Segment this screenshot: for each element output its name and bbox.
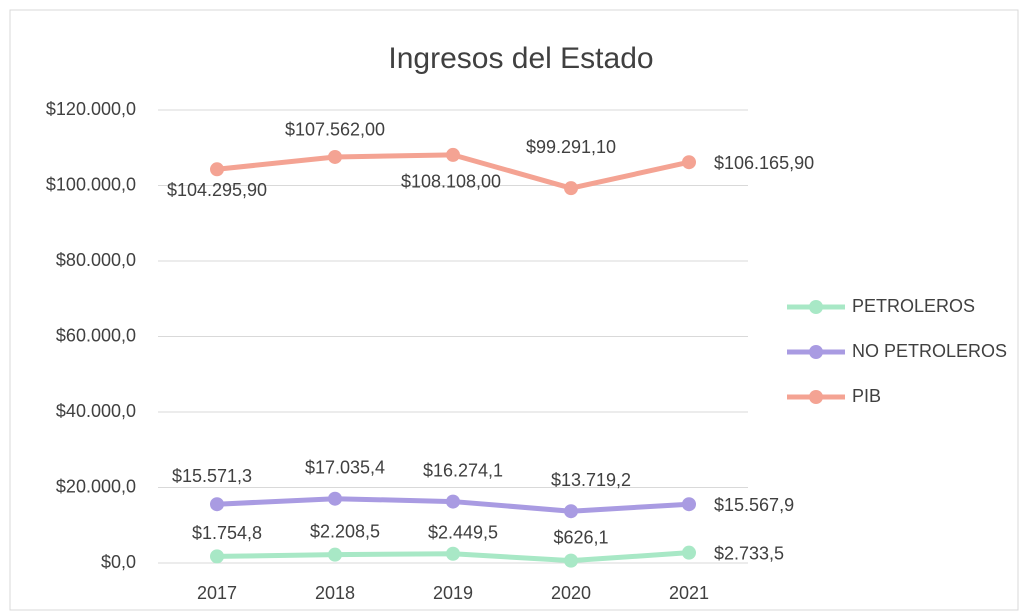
legend-label: PETROLEROS	[852, 296, 975, 316]
y-tick-label: $40.000,0	[56, 401, 136, 421]
x-tick-label: 2017	[197, 583, 237, 603]
data-label: $13.719,2	[551, 470, 631, 490]
data-label: $2.208,5	[310, 521, 380, 541]
data-label: $2.733,5	[714, 543, 784, 563]
data-point	[210, 162, 224, 177]
data-label: $16.274,1	[423, 460, 503, 480]
data-point	[682, 545, 696, 560]
data-label: $108.108,00	[401, 172, 501, 192]
y-tick-label: $120.000,0	[46, 99, 136, 119]
legend-label: PIB	[852, 386, 881, 406]
data-label: $2.449,5	[428, 523, 498, 543]
x-tick-label: 2018	[315, 583, 355, 603]
y-tick-label: $60.000,0	[56, 325, 136, 345]
data-label: $104.295,90	[167, 180, 267, 200]
data-label: $107.562,00	[285, 120, 385, 140]
y-tick-label: $20.000,0	[56, 476, 136, 496]
data-point	[328, 491, 342, 506]
x-tick-label: 2020	[551, 583, 591, 603]
data-point	[328, 547, 342, 562]
legend-marker	[809, 300, 823, 314]
y-tick-label: $100.000,0	[46, 174, 136, 194]
legend-label: NO PETROLEROS	[852, 341, 1007, 361]
chart-title: Ingresos del Estado	[388, 42, 653, 75]
data-label: $17.035,4	[305, 457, 385, 477]
data-point	[328, 149, 342, 164]
data-point	[564, 181, 578, 196]
data-label: $106.165,90	[714, 153, 814, 173]
data-point	[210, 497, 224, 512]
data-label: $99.291,10	[526, 137, 616, 157]
data-label: $1.754,8	[192, 523, 262, 543]
y-tick-label: $80.000,0	[56, 250, 136, 270]
data-point	[564, 553, 578, 568]
data-point	[446, 494, 460, 509]
data-label: $626,1	[553, 527, 608, 547]
data-label: $15.571,3	[172, 466, 252, 486]
data-point	[682, 497, 696, 512]
data-point	[564, 504, 578, 519]
data-point	[446, 546, 460, 561]
legend-marker	[809, 345, 823, 359]
y-tick-label: $0,0	[101, 552, 136, 572]
legend-marker	[809, 390, 823, 404]
x-tick-label: 2019	[433, 583, 473, 603]
data-label: $15.567,9	[714, 495, 794, 515]
x-tick-label: 2021	[669, 583, 709, 603]
data-point	[446, 147, 460, 162]
data-point	[210, 549, 224, 564]
data-point	[682, 155, 696, 170]
